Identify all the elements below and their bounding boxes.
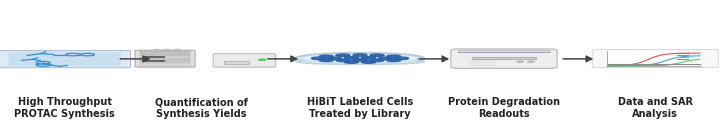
Circle shape bbox=[370, 54, 384, 57]
Circle shape bbox=[311, 57, 325, 60]
FancyBboxPatch shape bbox=[135, 50, 195, 67]
Circle shape bbox=[319, 59, 333, 62]
Circle shape bbox=[379, 57, 392, 60]
Bar bbox=[469, 64, 496, 65]
Circle shape bbox=[344, 61, 359, 63]
Bar bbox=[469, 60, 496, 61]
Ellipse shape bbox=[302, 54, 418, 63]
FancyBboxPatch shape bbox=[9, 52, 121, 66]
Bar bbox=[173, 49, 180, 51]
Circle shape bbox=[361, 61, 376, 63]
Text: HiBiT Labeled Cells
Treated by Library: HiBiT Labeled Cells Treated by Library bbox=[307, 97, 413, 119]
Bar bbox=[458, 52, 550, 53]
Circle shape bbox=[387, 55, 401, 58]
FancyBboxPatch shape bbox=[213, 54, 276, 67]
Bar bbox=[458, 50, 550, 52]
Bar bbox=[606, 51, 701, 66]
Bar bbox=[140, 59, 189, 62]
Bar bbox=[142, 60, 165, 62]
FancyBboxPatch shape bbox=[0, 51, 130, 68]
Circle shape bbox=[528, 61, 534, 62]
Text: Protein Degradation
Readouts: Protein Degradation Readouts bbox=[448, 97, 560, 119]
Circle shape bbox=[353, 59, 367, 61]
Circle shape bbox=[319, 55, 333, 58]
Circle shape bbox=[336, 54, 350, 57]
Bar bbox=[153, 49, 160, 51]
Circle shape bbox=[328, 57, 341, 60]
Bar bbox=[225, 61, 250, 64]
Circle shape bbox=[370, 59, 384, 62]
Circle shape bbox=[258, 59, 266, 60]
Circle shape bbox=[353, 54, 367, 56]
Circle shape bbox=[361, 57, 376, 59]
Circle shape bbox=[336, 59, 350, 62]
Circle shape bbox=[344, 57, 359, 59]
Bar bbox=[469, 65, 496, 66]
Ellipse shape bbox=[296, 59, 424, 64]
Bar bbox=[140, 55, 189, 58]
FancyBboxPatch shape bbox=[451, 49, 557, 68]
Circle shape bbox=[387, 59, 401, 62]
Bar bbox=[469, 62, 496, 63]
Bar bbox=[142, 56, 165, 58]
Circle shape bbox=[395, 57, 409, 60]
Bar bbox=[140, 51, 189, 55]
Text: Data and SAR
Analysis: Data and SAR Analysis bbox=[618, 97, 693, 119]
Text: Quantification of
Synthesis Yields: Quantification of Synthesis Yields bbox=[156, 97, 248, 119]
Bar bbox=[140, 63, 189, 66]
Bar bbox=[472, 57, 536, 59]
Ellipse shape bbox=[296, 53, 424, 64]
Bar bbox=[163, 49, 170, 51]
Text: High Throughput
PROTAC Synthesis: High Throughput PROTAC Synthesis bbox=[14, 97, 115, 119]
FancyBboxPatch shape bbox=[593, 50, 719, 68]
Circle shape bbox=[517, 61, 523, 62]
